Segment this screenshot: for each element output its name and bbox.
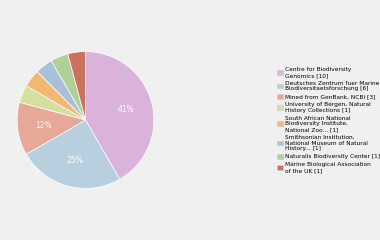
Text: 12%: 12% [35,121,52,130]
Legend: Centre for Biodiversity
Genomics [10], Deutsches Zentrum fuer Marine
Biodiversit: Centre for Biodiversity Genomics [10], D… [277,67,380,173]
Wedge shape [68,52,86,120]
Wedge shape [19,86,86,120]
Wedge shape [26,120,120,188]
Wedge shape [51,54,86,120]
Wedge shape [17,102,85,154]
Wedge shape [86,52,154,179]
Wedge shape [37,61,86,120]
Text: 25%: 25% [66,156,83,165]
Wedge shape [26,72,86,120]
Text: 41%: 41% [118,105,135,114]
